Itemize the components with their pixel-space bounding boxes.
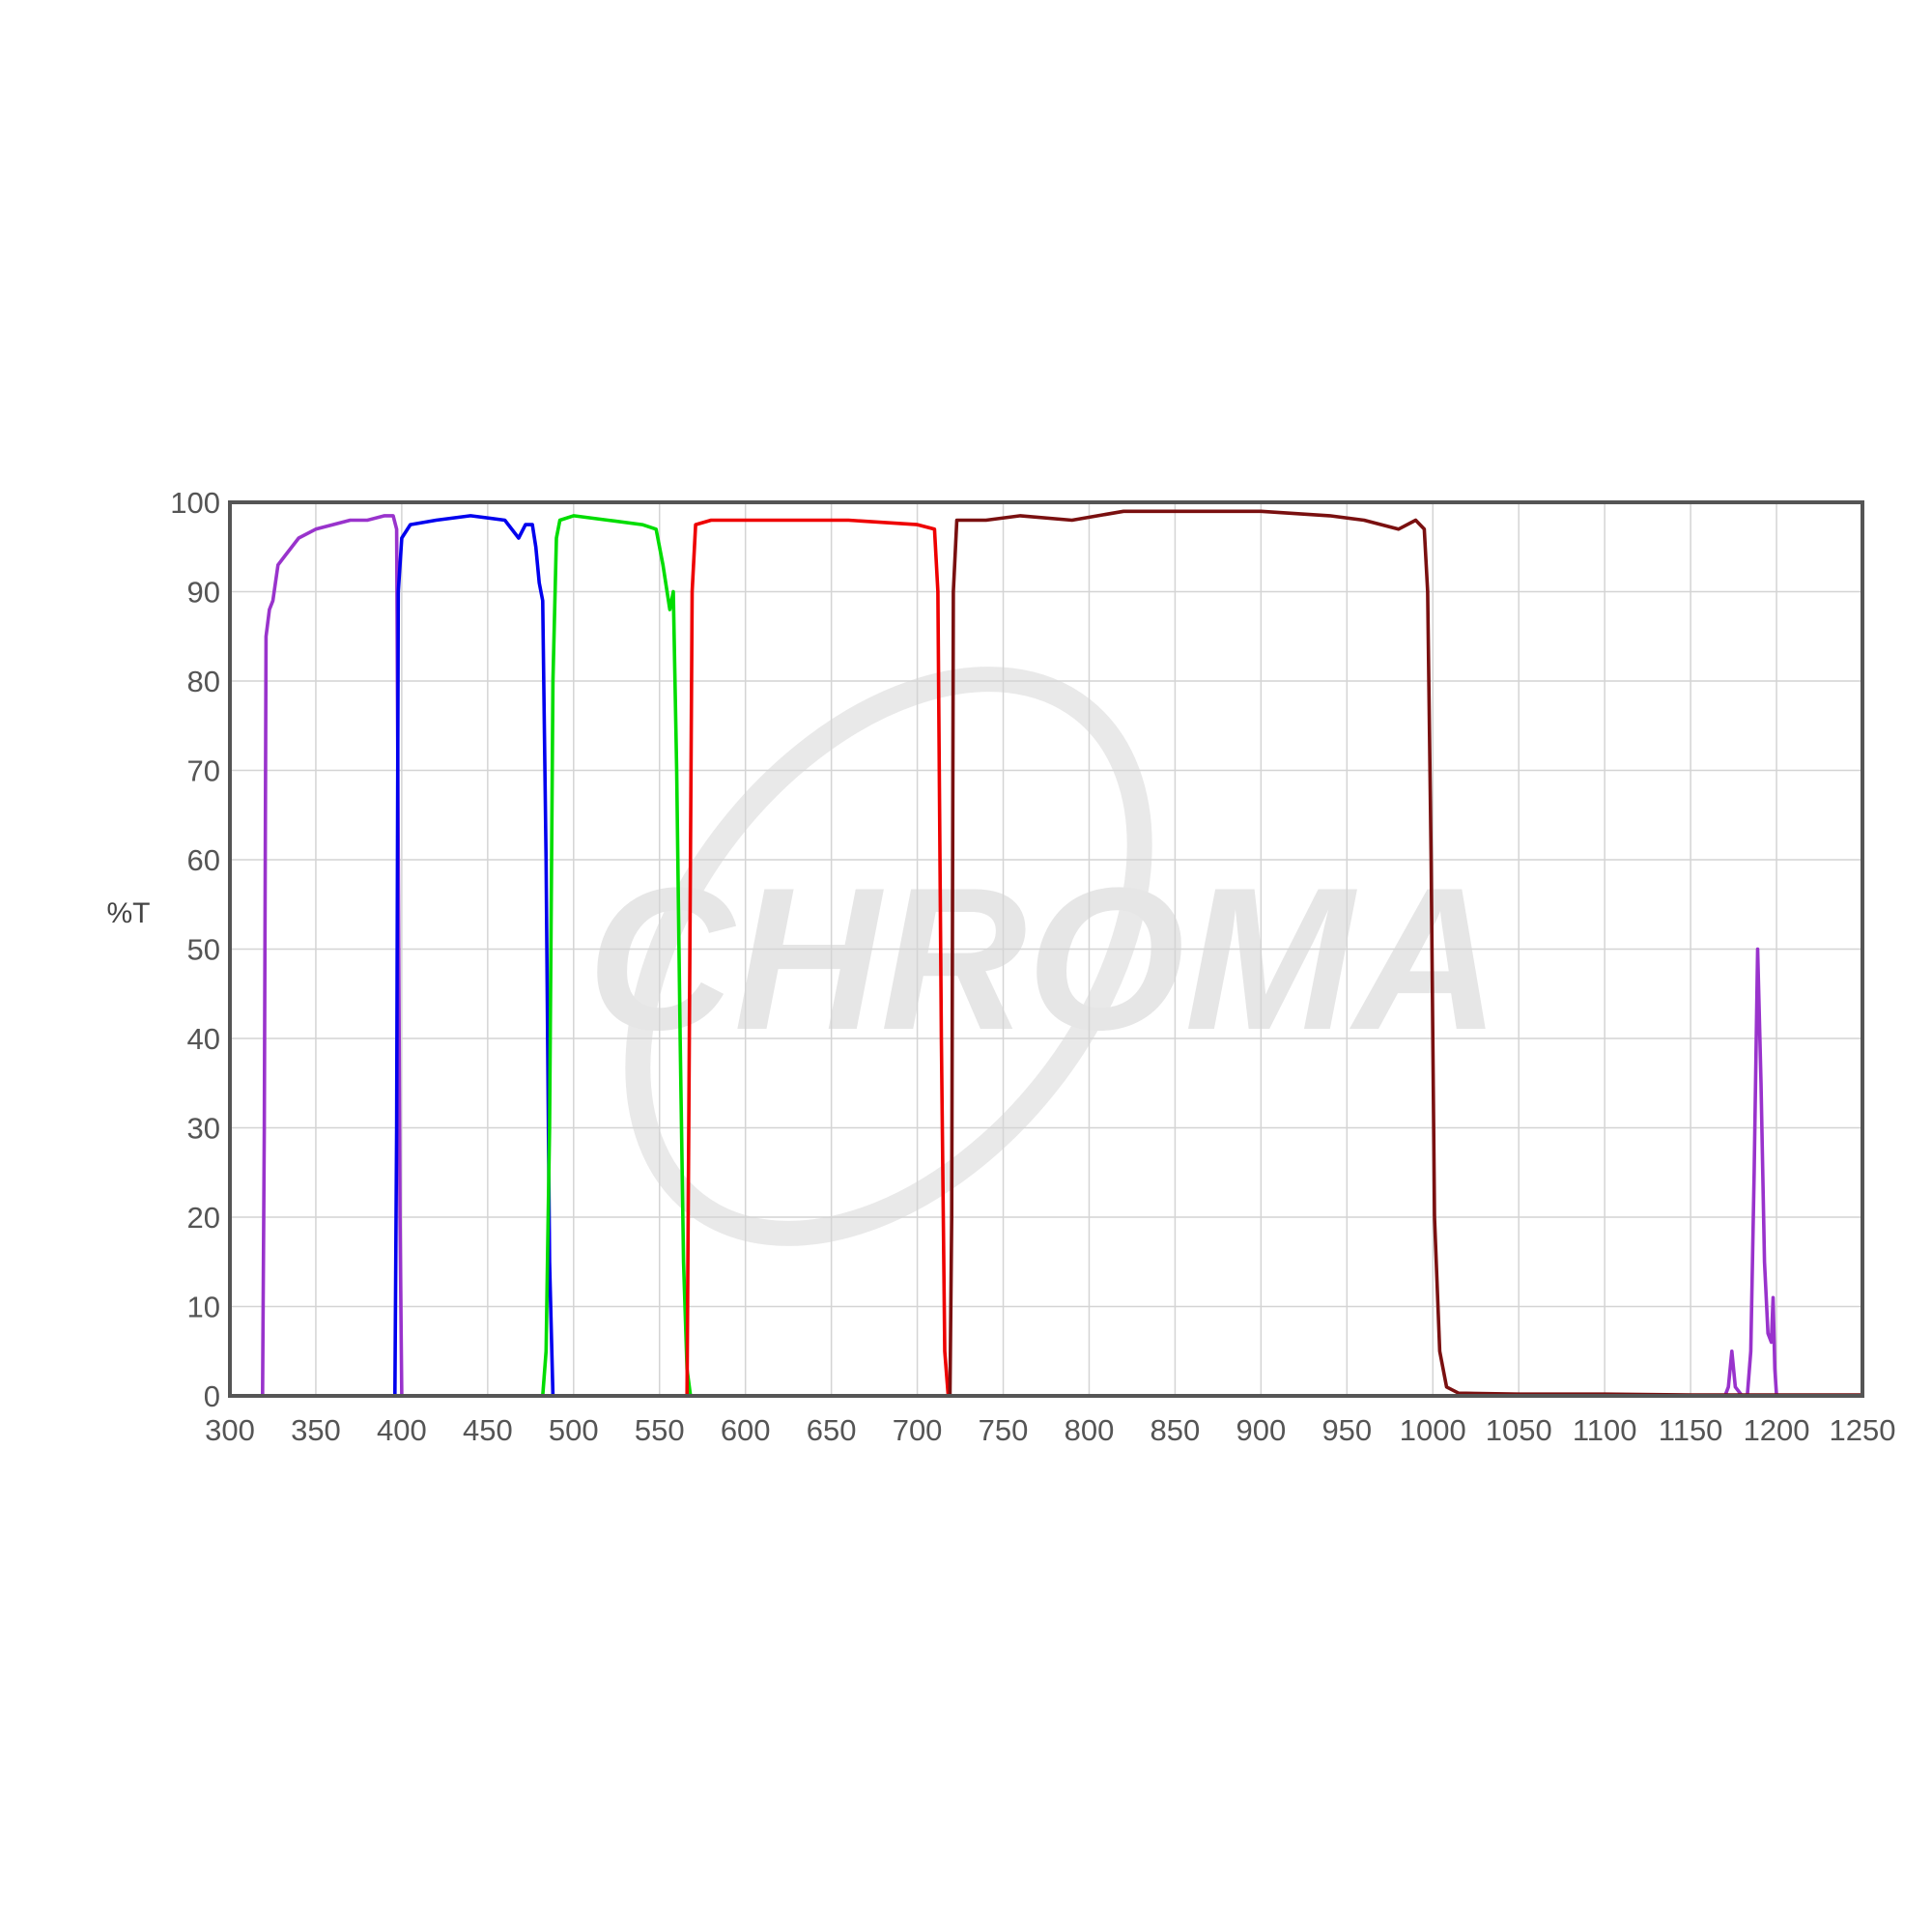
y-tick-label-40: 40 [187, 1022, 220, 1056]
x-tick-label-750: 750 [979, 1413, 1029, 1447]
x-tick-label-1150: 1150 [1659, 1413, 1723, 1447]
x-tick-label-400: 400 [377, 1413, 427, 1447]
x-tick-label-350: 350 [291, 1413, 341, 1447]
x-tick-label-1250: 1250 [1830, 1413, 1896, 1447]
x-tick-label-500: 500 [549, 1413, 599, 1447]
y-axis-title: %T [107, 897, 151, 929]
watermark-text: CHROMA [587, 845, 1500, 1072]
x-tick-label-450: 450 [463, 1413, 513, 1447]
x-tick-label-950: 950 [1321, 1413, 1372, 1447]
y-tick-label-100: 100 [170, 486, 220, 520]
x-tick-label-300: 300 [205, 1413, 255, 1447]
y-tick-label-50: 50 [187, 933, 220, 967]
x-tick-label-900: 900 [1236, 1413, 1287, 1447]
y-tick-label-90: 90 [187, 576, 220, 610]
plot-area-frame [228, 500, 1864, 1398]
watermark-swoosh [625, 667, 1152, 1246]
series-line-1 [228, 514, 1778, 1398]
series-line-5 [228, 509, 1864, 1398]
x-tick-label-800: 800 [1065, 1413, 1115, 1447]
x-tick-label-700: 700 [893, 1413, 943, 1447]
y-tick-label-10: 10 [187, 1291, 220, 1324]
x-tick-label-650: 650 [807, 1413, 857, 1447]
x-axis-ticks: 300 350 400 450 500 550 600 650 700 750 800 850 900 9… [205, 1413, 1895, 1447]
series-line-3 [228, 514, 1864, 1398]
y-tick-label-20: 20 [187, 1201, 220, 1235]
x-tick-label-850: 850 [1151, 1413, 1201, 1447]
y-tick-label-60: 60 [187, 843, 220, 877]
y-tick-label-30: 30 [187, 1112, 220, 1146]
chroma-watermark: CHROMA [587, 667, 1500, 1246]
x-tick-label-1050: 1050 [1486, 1413, 1552, 1447]
y-axis-ticks: 0 10 20 30 40 50 60 70 80 90 100 [170, 486, 220, 1413]
x-tick-label-550: 550 [635, 1413, 685, 1447]
gridlines [229, 501, 1863, 1397]
series-line-2 [228, 514, 1864, 1398]
x-tick-label-1000: 1000 [1400, 1413, 1466, 1447]
series-line-4 [228, 518, 1864, 1398]
x-tick-label-1200: 1200 [1744, 1413, 1810, 1447]
x-tick-label-600: 600 [721, 1413, 771, 1447]
y-tick-label-80: 80 [187, 665, 220, 698]
y-tick-label-0: 0 [204, 1379, 220, 1413]
series-lines [228, 509, 1864, 1398]
y-tick-label-70: 70 [187, 754, 220, 788]
x-tick-label-1100: 1100 [1573, 1413, 1637, 1447]
